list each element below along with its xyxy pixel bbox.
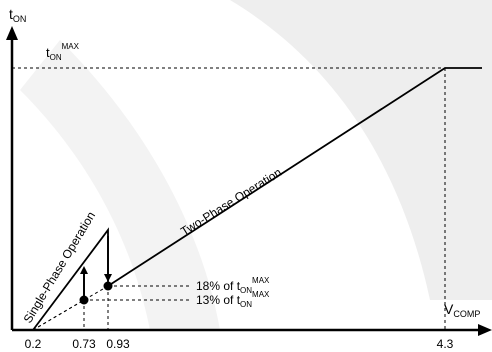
y-axis-label: tON bbox=[9, 6, 26, 24]
two-phase-curve bbox=[107, 67, 482, 287]
annotation-13-percent: 13% of tONMAX bbox=[196, 290, 270, 309]
annotation-18-percent: 18% of tONMAX bbox=[196, 276, 270, 295]
single-phase-label: Single-Phase Operation bbox=[21, 209, 99, 325]
x-axis-label: VCOMP bbox=[444, 301, 480, 319]
x-tick-4-3: 4.3 bbox=[437, 337, 454, 351]
single-phase-extension bbox=[32, 299, 85, 331]
background-watermark bbox=[20, 0, 492, 330]
x-tick-0-93: 0.93 bbox=[106, 337, 130, 351]
two-phase-label: Two-Phase Operation bbox=[178, 165, 284, 238]
axes bbox=[6, 26, 492, 336]
x-tick-0-2: 0.2 bbox=[25, 337, 42, 351]
ton-max-label: tONMAX bbox=[46, 42, 80, 62]
x-tick-0-73: 0.73 bbox=[72, 337, 96, 351]
x-axis-arrowhead bbox=[478, 324, 492, 336]
y-axis-arrowhead bbox=[6, 26, 18, 40]
